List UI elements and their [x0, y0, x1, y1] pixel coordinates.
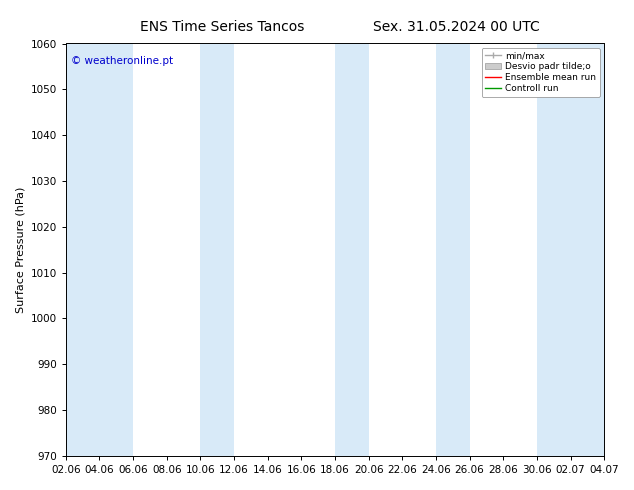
Legend: min/max, Desvio padr tilde;o, Ensemble mean run, Controll run: min/max, Desvio padr tilde;o, Ensemble m… — [482, 48, 600, 97]
Text: ENS Time Series Tancos: ENS Time Series Tancos — [139, 20, 304, 34]
Text: © weatheronline.pt: © weatheronline.pt — [71, 56, 173, 66]
Bar — [335, 44, 368, 456]
Text: Sex. 31.05.2024 00 UTC: Sex. 31.05.2024 00 UTC — [373, 20, 540, 34]
Bar — [537, 44, 604, 456]
Bar — [436, 44, 470, 456]
Y-axis label: Surface Pressure (hPa): Surface Pressure (hPa) — [15, 187, 25, 313]
Bar — [66, 44, 133, 456]
Bar — [200, 44, 234, 456]
